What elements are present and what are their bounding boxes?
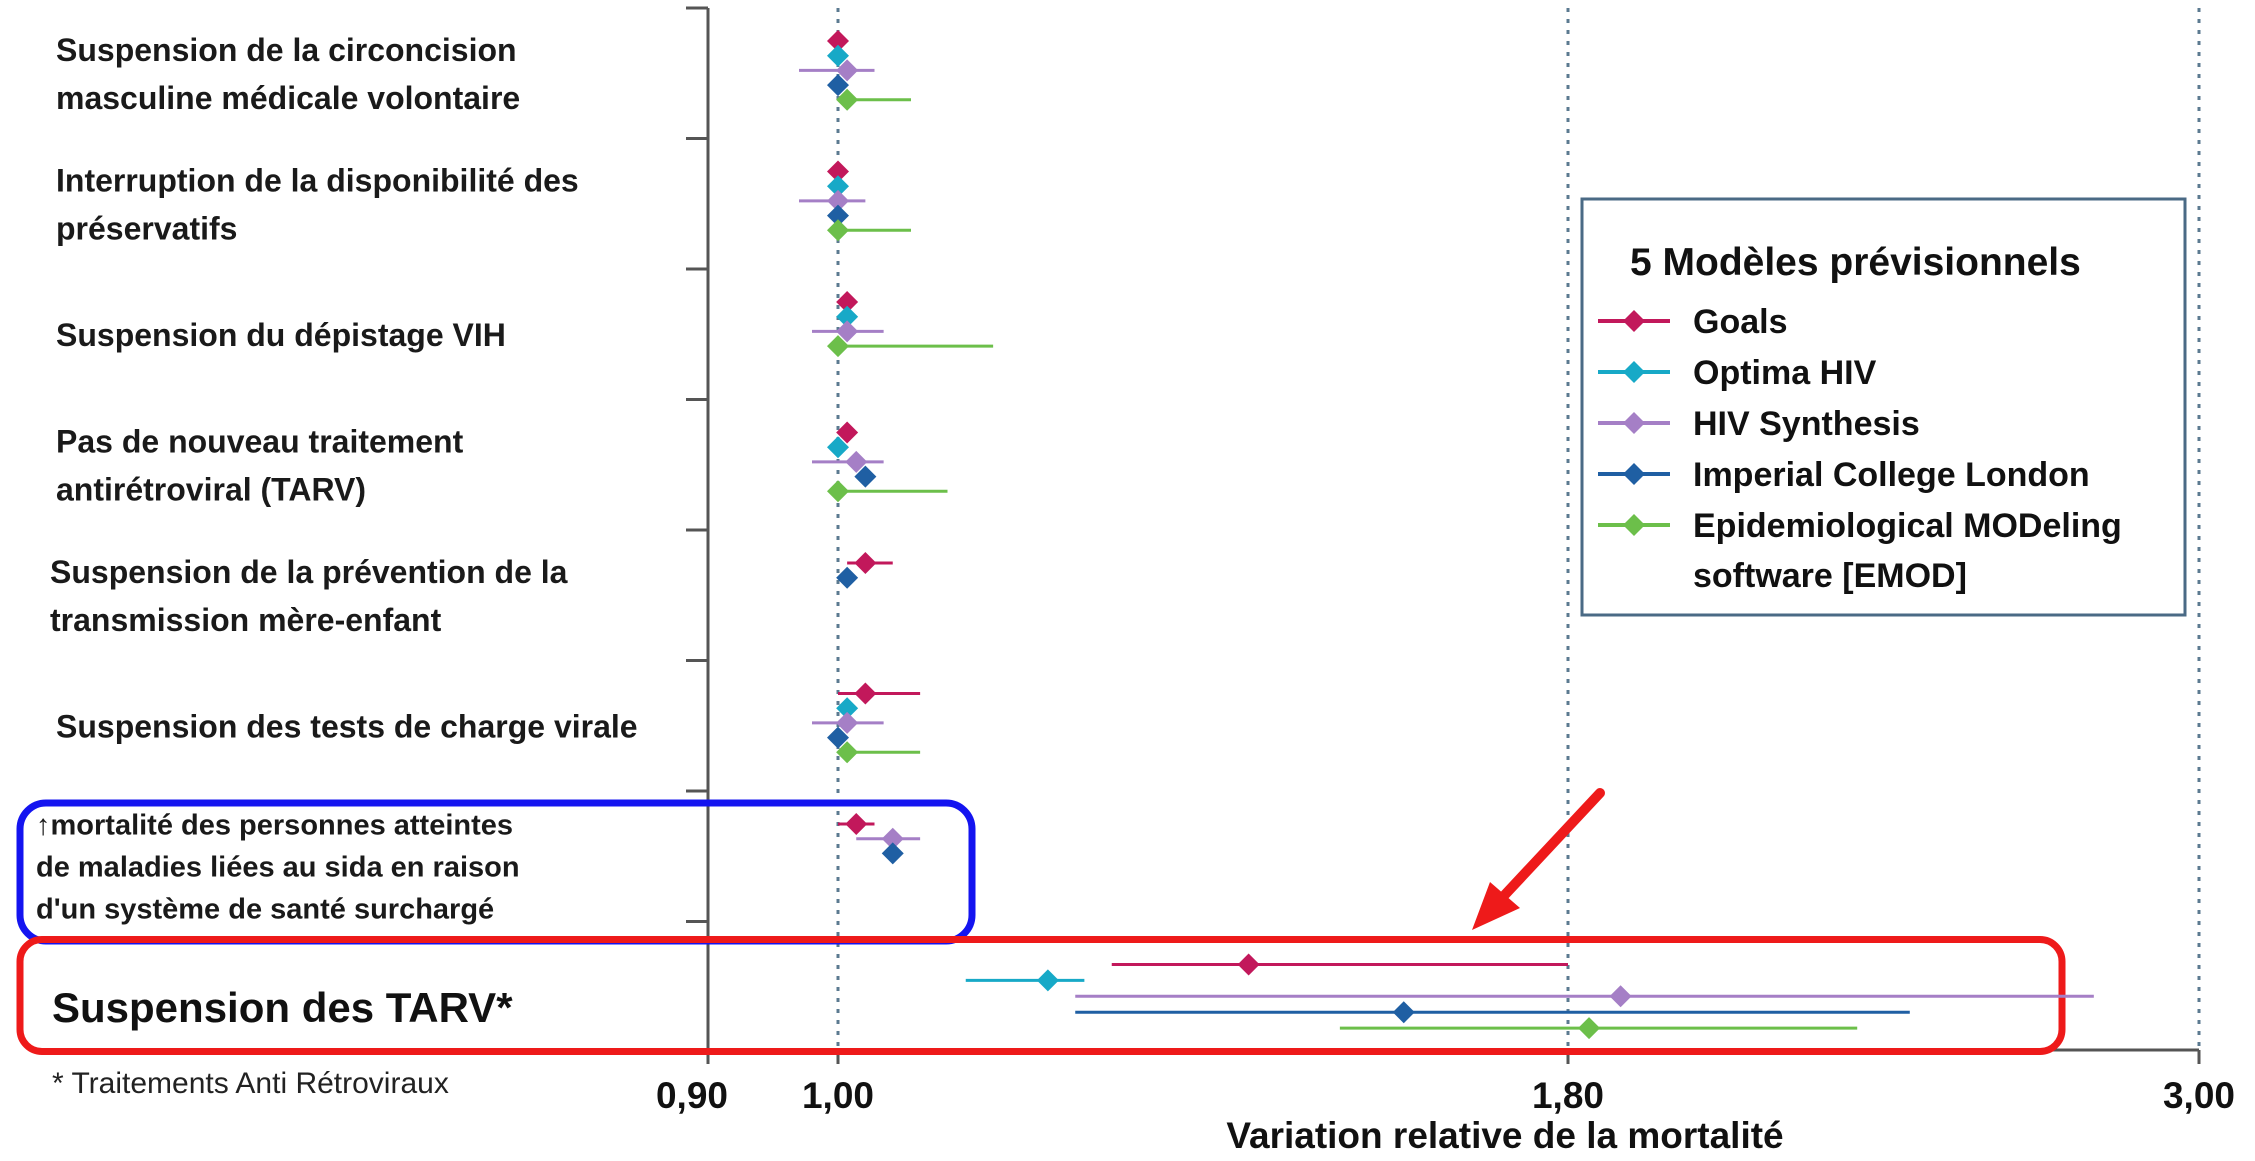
x-tick-labels: 0,90 1,00 1,80 3,00 [656,1075,2235,1116]
category-label: Interruption de la disponibilité des [56,162,579,198]
data-point-icl [836,566,859,589]
data-point-goals [836,291,859,313]
data-point-synthesis [881,827,904,850]
data-point-goals [836,421,859,444]
legend: 5 Modèles prévisionnels Goals Optima HIV HI… [1580,197,2187,617]
category-label: transmission mère-enfant [50,602,442,638]
legend-marker-emod [1623,514,1645,536]
arrow-shaft [1495,788,1605,905]
category-label: préservatifs [56,210,237,246]
arrow-head [1472,882,1520,930]
category-label: Suspension de la prévention de la [50,554,568,590]
highlight-arrow [1472,788,1605,930]
data-point-synthesis [1609,985,1632,1008]
data-point-goals [854,552,877,574]
category-label: Suspension des tests de charge virale [56,708,638,744]
reference-lines [836,8,2201,1050]
data-point-emod [827,219,849,242]
data-points [799,30,2094,1040]
category-label: d'un système de santé surchargé [36,894,494,926]
data-point-optima [827,436,849,459]
category-label: Pas de nouveau traitement [56,423,464,459]
legend-label-optima: Optima HIV [1693,354,1877,392]
data-point-icl [854,465,877,488]
data-point-emod [827,480,849,503]
data-point-optima [836,305,859,328]
data-point-emod [836,741,859,764]
legend-box [1580,197,2187,617]
legend-marker-icl [1623,463,1645,485]
category-label: masculine médicale volontaire [56,80,520,116]
data-point-optima [1036,969,1059,992]
x-tick-label: 1,80 [1532,1075,1604,1116]
data-point-synthesis [836,59,859,82]
legend-label-synthesis: HIV Synthesis [1693,405,1920,443]
data-point-goals [827,160,849,183]
category-label: antirétroviral (TARV) [56,471,366,507]
data-point-emod [836,88,859,111]
category-label: ↑mortalité des personnes atteintes [36,810,513,842]
category-labels: Suspension de la circoncision masculine m… [36,32,638,1031]
x-tick-label: 0,90 [656,1075,728,1116]
data-point-icl [827,726,849,749]
legend-marker-optima [1623,361,1645,383]
x-axis-title: Variation relative de la mortalité [1226,1115,1783,1156]
category-label: Suspension des TARV* [52,984,513,1031]
category-label: de maladies liées au sida en raison [36,852,520,884]
legend-marker-goals [1623,310,1645,332]
data-point-icl [881,842,904,865]
data-point-synthesis [836,320,859,343]
data-point-goals [1237,953,1260,976]
x-tick-label: 1,00 [802,1075,874,1116]
legend-label-emod: Epidemiological MODeling [1693,507,2122,545]
data-point-optima [836,697,859,720]
data-point-synthesis [827,189,849,212]
data-point-emod [1578,1017,1601,1040]
x-tick-label: 3,00 [2163,1075,2235,1116]
data-point-optima [827,44,849,67]
data-point-synthesis [836,711,859,734]
data-point-icl [827,204,849,227]
data-point-icl [827,74,849,97]
category-label: Suspension du dépistage VIH [56,317,506,353]
category-label: Suspension de la circoncision [56,32,517,68]
footnote: * Traitements Anti Rétroviraux [52,1067,449,1100]
legend-title: 5 Modèles prévisionnels [1630,241,2081,284]
data-point-goals [854,682,877,705]
data-point-synthesis [845,450,868,473]
data-point-emod [827,335,849,358]
data-point-icl [1392,1001,1415,1024]
legend-label-goals: Goals [1693,303,1787,341]
data-point-goals [827,30,849,52]
data-point-optima [827,175,849,198]
data-point-goals [845,813,868,835]
legend-label-emod: software [EMOD] [1693,557,1967,595]
legend-label-icl: Imperial College London [1693,456,2090,494]
legend-marker-synthesis [1623,412,1645,434]
